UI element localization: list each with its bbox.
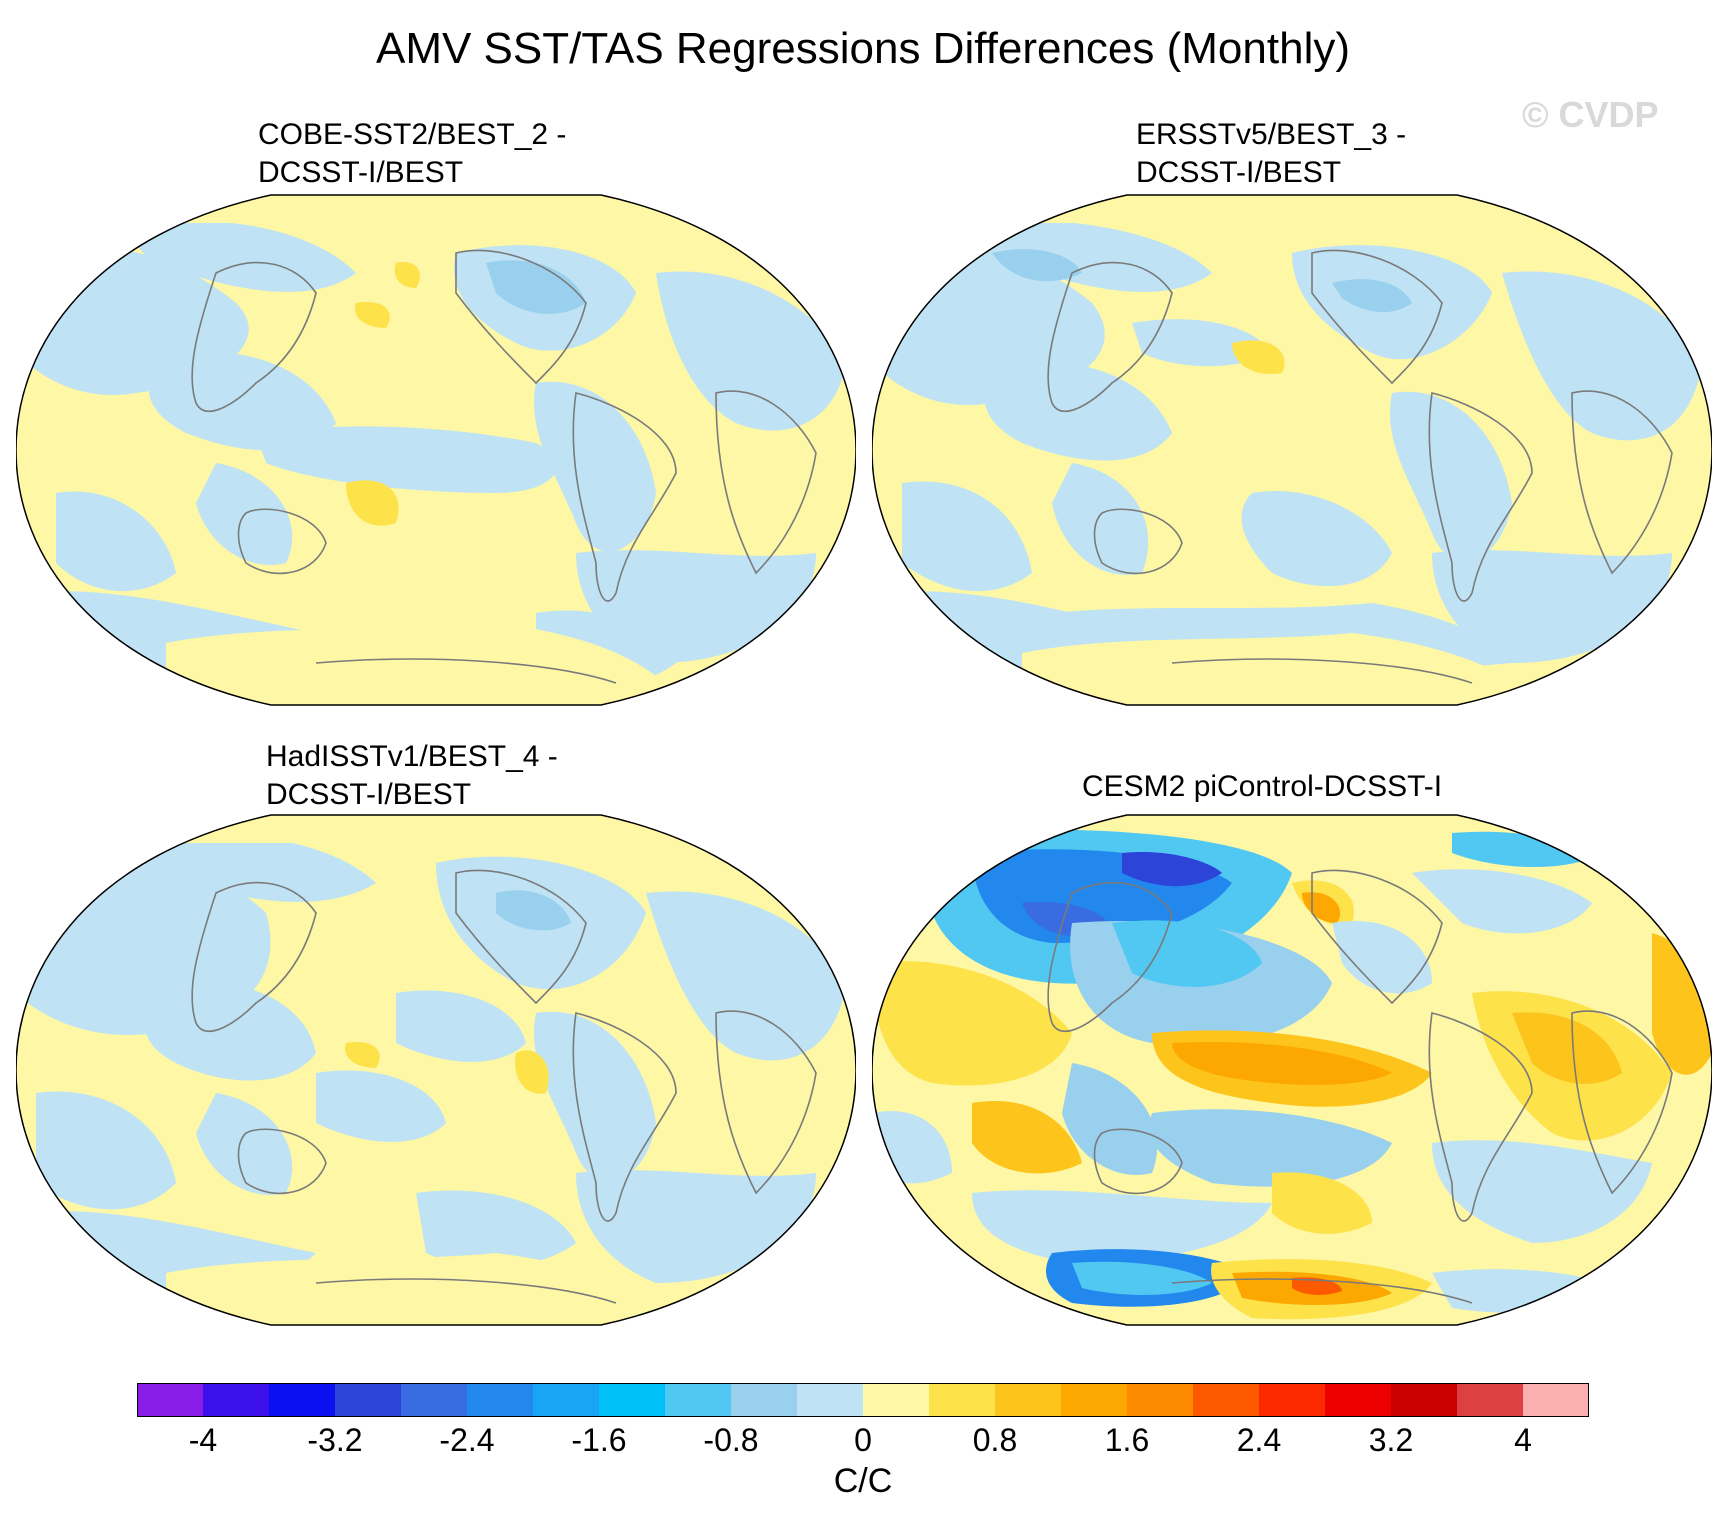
colorbar-cell [335, 1383, 402, 1417]
colorbar-border [137, 1383, 1589, 1417]
panel-title-line1: CESM2 piControl-DCSST-I [1082, 770, 1443, 803]
colorbar-tick-label: -0.8 [703, 1422, 759, 1458]
panel-title-line2: DCSST-I/BEST [258, 156, 464, 189]
panel-title-line2: DCSST-I/BEST [266, 778, 472, 811]
colorbar-tick-label: 4 [1514, 1422, 1532, 1458]
colorbar-unit-label: C/C [833, 1462, 893, 1500]
colorbar-tick-label: 0.8 [972, 1422, 1018, 1458]
map-panel-cobe [16, 194, 856, 706]
colorbar-cell [929, 1383, 996, 1417]
colorbar-tick-label: -4 [188, 1422, 218, 1458]
map-panel-hadisst [16, 814, 856, 1326]
colorbar-cell [401, 1383, 468, 1417]
colorbar-cell [467, 1383, 534, 1417]
colorbar-tick-label: 2.4 [1236, 1422, 1282, 1458]
panel-title-cobe: COBE-SST2/BEST_2 - DCSST-I/BEST [258, 116, 566, 192]
panel-title-hadisst: HadISSTv1/BEST_4 - DCSST-I/BEST [266, 738, 558, 814]
colorbar-cell [1391, 1383, 1458, 1417]
colorbar-tick-label: -3.2 [307, 1422, 363, 1458]
colorbar-tick-label: 1.6 [1104, 1422, 1150, 1458]
panel-title-line1: HadISSTv1/BEST_4 - [266, 740, 558, 773]
panel-title-ersst: ERSSTv5/BEST_3 - DCSST-I/BEST [1136, 116, 1406, 192]
colorbar-cell [1127, 1383, 1194, 1417]
panel-title-line1: COBE-SST2/BEST_2 - [258, 118, 567, 151]
colorbar-tick-label: -2.4 [439, 1422, 495, 1458]
colorbar-cell [797, 1383, 864, 1417]
colorbar-cell [1259, 1383, 1326, 1417]
colorbar-tick-label: 3.2 [1368, 1422, 1414, 1458]
colorbar-cell [203, 1383, 270, 1417]
colorbar-cell [137, 1383, 204, 1417]
panel-title-line2: DCSST-I/BEST [1136, 156, 1342, 189]
cvdp-watermark: © CVDP [1522, 94, 1659, 135]
colorbar-cell [665, 1383, 732, 1417]
colorbar-tick-label: 0 [854, 1422, 872, 1458]
panel-title-line1: ERSSTv5/BEST_3 - [1136, 118, 1407, 151]
map-panel-cesm2 [872, 814, 1712, 1326]
figure-title: AMV SST/TAS Regressions Differences (Mon… [375, 24, 1350, 73]
colorbar [137, 1383, 1589, 1417]
colorbar-tick-label: -1.6 [571, 1422, 627, 1458]
colorbar-cell [533, 1383, 600, 1417]
panel-title-cesm2: CESM2 piControl-DCSST-I [1082, 768, 1442, 806]
colorbar-cell [1193, 1383, 1260, 1417]
colorbar-cell [269, 1383, 336, 1417]
colorbar-cell [1523, 1383, 1589, 1417]
colorbar-cell [1061, 1383, 1128, 1417]
colorbar-cell [1325, 1383, 1392, 1417]
colorbar-cell [863, 1383, 930, 1417]
colorbar-cell [1457, 1383, 1524, 1417]
colorbar-cell [995, 1383, 1062, 1417]
map-panel-ersst [872, 194, 1712, 706]
colorbar-cell [599, 1383, 666, 1417]
colorbar-cell [731, 1383, 798, 1417]
